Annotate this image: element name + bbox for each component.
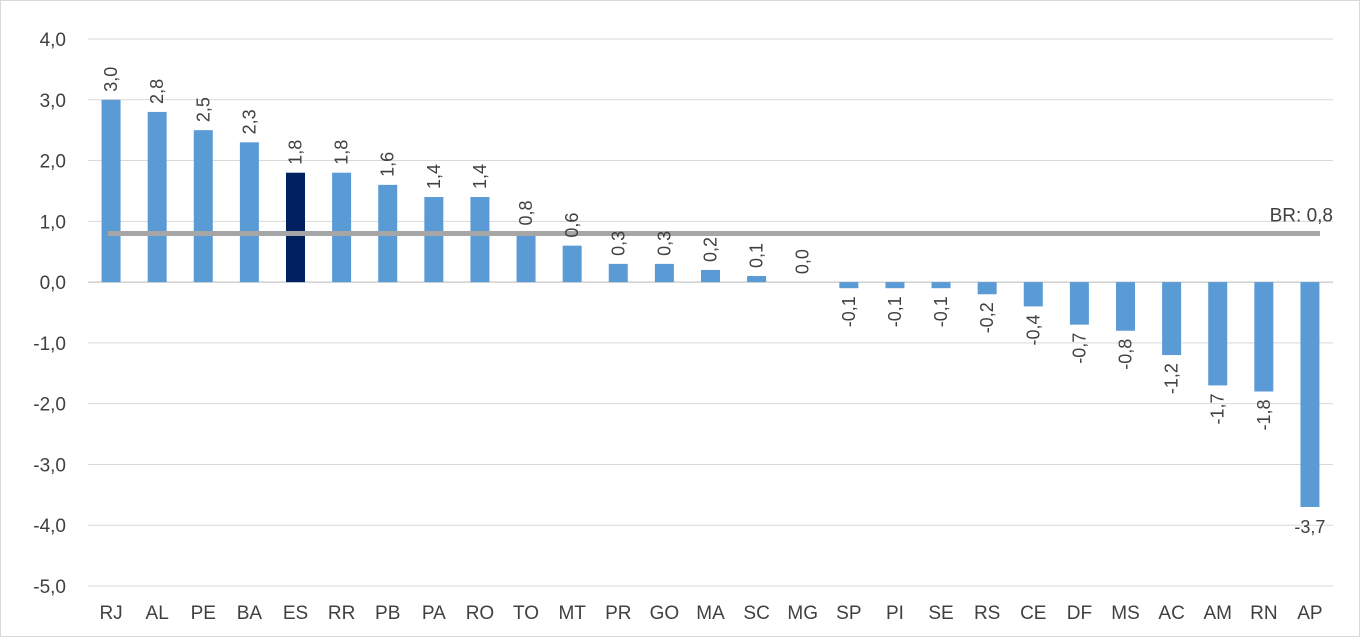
data-label: -0,7: [1069, 333, 1089, 364]
x-tick-label: RN: [1250, 603, 1277, 624]
data-label: 2,8: [147, 79, 167, 104]
bar-rn: [1254, 282, 1274, 392]
x-tick-label: GO: [650, 603, 680, 624]
x-tick-label: MT: [558, 603, 586, 624]
data-label: 0,6: [562, 213, 582, 238]
bar-df: [1069, 282, 1089, 325]
data-label: 1,8: [332, 140, 352, 165]
bar-am: [1208, 282, 1228, 386]
bar-sc: [747, 276, 767, 283]
data-label: 1,8: [286, 140, 306, 165]
data-label: 2,3: [239, 109, 259, 134]
bar-pi: [885, 282, 905, 289]
bar-ce: [1023, 282, 1043, 307]
x-tick-label: RJ: [99, 603, 122, 624]
bar-ac: [1162, 282, 1182, 356]
y-tick-label: -2,0: [33, 395, 66, 416]
data-label: -1,2: [1162, 363, 1182, 394]
bar-pa: [424, 197, 444, 283]
x-tick-label: PB: [375, 603, 400, 624]
x-tick-label: RR: [328, 603, 355, 624]
data-label: 1,6: [378, 152, 398, 177]
data-label: -1,7: [1208, 393, 1228, 424]
x-tick-label: PE: [191, 603, 216, 624]
data-label: 0,0: [793, 249, 813, 274]
data-label: 3,0: [101, 67, 121, 92]
data-label: -0,2: [977, 302, 997, 333]
x-tick-label: AL: [146, 603, 169, 624]
y-tick-label: -3,0: [33, 455, 66, 476]
bar-ba: [239, 142, 259, 283]
y-tick-label: 2,0: [40, 152, 66, 173]
data-label: -0,1: [931, 296, 951, 327]
data-label: -1,8: [1254, 400, 1274, 431]
data-label: 0,8: [516, 200, 536, 225]
bar-al: [147, 111, 167, 283]
x-tick-label: SE: [928, 603, 953, 624]
bar-to: [516, 233, 536, 283]
bar-go: [654, 263, 674, 283]
y-tick-label: -5,0: [33, 577, 66, 598]
x-tick-label: RS: [974, 603, 1000, 624]
bar-ms: [1116, 282, 1135, 331]
x-tick-label: PI: [886, 603, 904, 624]
y-tick-label: 4,0: [40, 30, 66, 51]
y-tick-label: -4,0: [33, 516, 66, 537]
bar-es: [286, 172, 305, 283]
bar-mt: [562, 245, 582, 283]
y-tick-label: 1,0: [40, 212, 66, 233]
reference-line-label: BR: 0,8: [1270, 205, 1333, 226]
x-tick-label: PR: [605, 603, 631, 624]
data-label: -0,8: [1116, 339, 1136, 370]
x-tick-label: SP: [836, 603, 861, 624]
x-tick-label: TO: [513, 603, 539, 624]
x-tick-label: AM: [1203, 603, 1232, 624]
bar-rr: [332, 172, 352, 283]
data-label: 2,5: [193, 97, 213, 122]
x-tick-label: PA: [422, 603, 446, 624]
x-tick-label: CE: [1020, 603, 1046, 624]
y-tick-label: 0,0: [40, 273, 66, 294]
bar-pr: [608, 263, 628, 283]
x-tick-label: SC: [743, 603, 769, 624]
data-label: -3,7: [1294, 517, 1325, 537]
x-tick-label: MA: [696, 603, 725, 624]
data-label: -0,4: [1023, 314, 1043, 345]
x-tick-label: DF: [1067, 603, 1092, 624]
x-tick-label: ES: [283, 603, 308, 624]
data-label: 0,3: [608, 231, 628, 256]
x-tick-label: AC: [1158, 603, 1184, 624]
bar-ap: [1300, 282, 1320, 507]
data-label: 0,2: [701, 237, 721, 262]
x-tick-label: AP: [1297, 603, 1322, 624]
x-tick-label: MG: [787, 603, 818, 624]
data-label: -0,1: [839, 296, 859, 327]
bar-sp: [839, 282, 859, 289]
bar-rs: [977, 282, 997, 295]
bar-ma: [701, 269, 720, 283]
y-tick-label: 3,0: [40, 91, 66, 112]
x-tick-label: MS: [1111, 603, 1140, 624]
data-label: 0,3: [654, 231, 674, 256]
data-label: 1,4: [424, 164, 444, 189]
data-label: 0,1: [747, 243, 767, 268]
x-tick-label: RO: [466, 603, 495, 624]
bar-pe: [193, 130, 213, 283]
data-label: 1,4: [470, 164, 490, 189]
y-tick-label: -1,0: [33, 334, 66, 355]
bar-rj: [101, 99, 121, 283]
x-tick-label: BA: [237, 603, 263, 624]
bar-se: [931, 282, 951, 289]
data-label: -0,1: [885, 296, 905, 327]
bar-ro: [470, 197, 490, 283]
